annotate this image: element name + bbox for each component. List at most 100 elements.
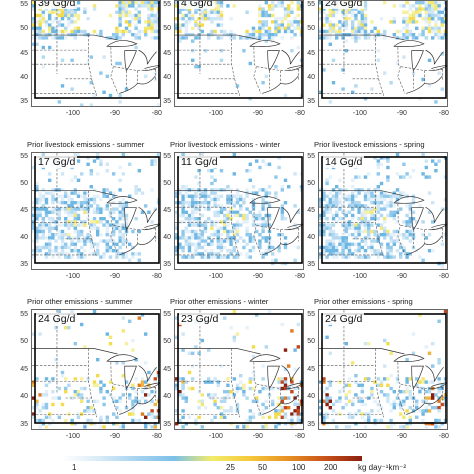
emission-pixel [251, 415, 256, 419]
emission-pixel [150, 412, 154, 416]
emission-pixel [147, 210, 151, 214]
state-boundary [230, 35, 240, 96]
emission-pixel [351, 10, 355, 14]
emission-pixel [184, 26, 188, 30]
emission-pixel [67, 23, 71, 27]
emission-pixel [80, 229, 84, 234]
emission-pixel [328, 13, 332, 18]
emission-pixel [229, 207, 233, 211]
emission-pixel [232, 377, 236, 381]
emission-pixel [427, 26, 432, 30]
emission-pixel [360, 204, 364, 208]
emission-pixel [137, 316, 141, 320]
emission-pixel [415, 10, 419, 14]
emission-pixel [134, 191, 138, 195]
emission-pixel [290, 20, 294, 24]
emission-pixel [331, 249, 336, 253]
emission-pixel [431, 17, 435, 21]
emission-pixel [235, 425, 240, 429]
emission-pixel [184, 242, 188, 246]
emission-pixel [153, 1, 157, 5]
emission-pixel [207, 242, 211, 246]
emission-pixel [351, 36, 355, 40]
emission-pixel [124, 10, 129, 14]
emission-pixel [210, 175, 214, 179]
emission-pixel [251, 36, 256, 40]
coastline [267, 50, 280, 72]
emission-pixel [76, 223, 81, 227]
emission-pixel [431, 393, 435, 397]
emission-pixel [83, 223, 87, 227]
emission-pixel [194, 197, 198, 202]
emission-pixel [131, 399, 135, 403]
emission-pixel [280, 188, 284, 192]
emission-pixel [399, 406, 403, 410]
emission-pixel [255, 217, 259, 221]
emission-pixel [258, 245, 262, 250]
colorbar-tick-100: 100 [292, 463, 306, 472]
emission-pixel [389, 20, 393, 24]
emission-pixel [373, 252, 377, 256]
emission-pixel [57, 29, 61, 34]
emission-pixel [223, 188, 227, 192]
emission-pixel [118, 4, 122, 8]
emission-pixel [184, 236, 188, 240]
emission-pixel [35, 399, 39, 403]
emission-pixel [67, 412, 71, 416]
emission-pixel [367, 210, 371, 214]
emission-pixel [440, 33, 444, 37]
emission-pixel [383, 191, 387, 195]
emission-pixel [376, 159, 380, 163]
emission-pixel [76, 229, 81, 234]
emission-pixel [210, 181, 214, 186]
emission-pixel [147, 370, 151, 375]
emission-pixel [325, 36, 329, 40]
emission-pixel [197, 252, 201, 256]
emission-pixel [402, 20, 406, 24]
emission-pixel [216, 10, 220, 14]
emission-pixel [64, 245, 68, 250]
emission-pixel [293, 396, 297, 400]
emission-pixel [363, 7, 368, 11]
emission-pixel [115, 29, 119, 34]
emission-pixel [328, 210, 332, 214]
emission-pixel [363, 377, 368, 381]
emission-pixel [184, 29, 188, 34]
emission-pixel [134, 13, 138, 18]
emission-pixel [405, 194, 409, 198]
emission-pixel [229, 201, 233, 205]
emission-pixel [197, 242, 201, 246]
emission-pixel [280, 377, 284, 381]
emission-pixel [392, 390, 396, 394]
emission-pixel [392, 4, 396, 8]
emission-pixel [51, 418, 55, 423]
emission-pixel [347, 425, 352, 429]
colorbar-tick-200: 200 [324, 463, 338, 472]
emission-pixel [207, 204, 211, 208]
emission-pixel [341, 217, 345, 221]
emission-pixel [112, 396, 116, 400]
emission-pixel [194, 217, 198, 221]
emission-pixel [408, 390, 412, 394]
emission-pixel [431, 220, 435, 224]
emission-pixel [210, 239, 214, 243]
emission-pixel [344, 245, 348, 250]
emission-pixel [399, 194, 403, 198]
emission-pixel [194, 236, 198, 240]
emission-pixel [437, 386, 441, 391]
emission-pixel [105, 229, 109, 234]
emission-pixel [124, 4, 129, 8]
emission-pixel [245, 213, 249, 218]
emission-pixel [181, 396, 185, 400]
emission-pixel [73, 213, 77, 218]
emission-pixel [229, 29, 233, 34]
emission-pixel [248, 380, 252, 384]
lon-tick: -80 [151, 110, 162, 117]
emission-pixel [194, 23, 198, 27]
emission-pixel [64, 233, 68, 237]
emission-pixel [115, 242, 119, 246]
emission-pixel [144, 415, 148, 419]
emission-pixel [331, 188, 336, 192]
emission-pixel [194, 252, 198, 256]
emission-pixel [150, 220, 154, 224]
